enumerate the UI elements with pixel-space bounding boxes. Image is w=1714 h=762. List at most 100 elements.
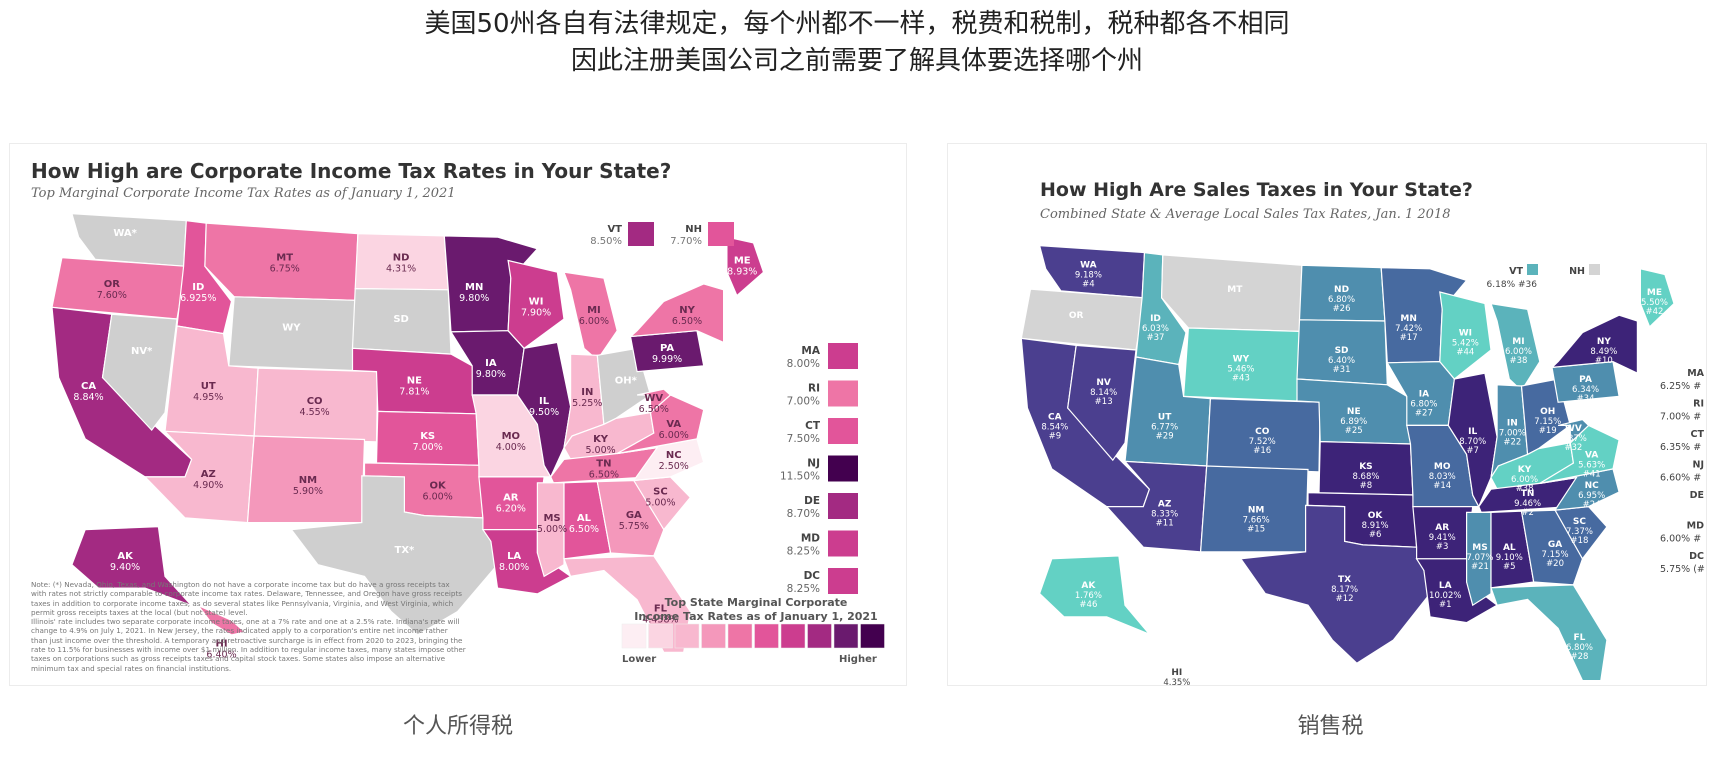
state-abbr-nv: NV*: [131, 346, 153, 357]
state-abbr-ne: NE: [407, 375, 422, 386]
sales-tax-map-panel: How High Are Sales Taxes in Your State? …: [947, 143, 1707, 686]
state-abbr-mn: MN: [465, 282, 483, 293]
state-rank-ak: #46: [1079, 600, 1097, 610]
state-rank-nc: #24: [1583, 500, 1601, 510]
state-rate-ca: 8.84%: [73, 392, 103, 403]
corporate-tax-map: WA*OR7.60%CA8.84%NV*ID6.925%MT6.75%WYUT4…: [51, 213, 885, 661]
note-line: minimum tax and special rates on financi…: [31, 663, 232, 673]
state-rate-mo: 4.00%: [496, 442, 526, 453]
state-rate-ne: 6.89%: [1340, 417, 1367, 427]
note-line: Illinois' rate includes two separate cor…: [31, 617, 460, 627]
state-abbr-ms: MS: [1472, 543, 1487, 553]
headline-line-2: 因此注册美国公司之前需要了解具体要选择哪个州: [570, 46, 1143, 76]
corporate-legend-high: Higher: [839, 654, 877, 665]
legend-swatch-1: [648, 623, 673, 649]
state-rate-ok: 8.91%: [1362, 521, 1389, 531]
state-rate-wa: 9.18%: [1075, 271, 1102, 281]
state-ny: [1550, 314, 1639, 375]
state-rate-ne: 7.81%: [399, 386, 429, 397]
state-abbr-nm: NM: [299, 475, 317, 486]
state-rate-sc: 7.37%: [1566, 527, 1593, 537]
state-abbr-hi: HI: [215, 639, 227, 650]
state-me: [726, 236, 765, 297]
state-abbr-mi: MI: [587, 305, 601, 316]
state-rank-wv: #32: [1564, 443, 1582, 453]
corporate-legend-title: Top State Marginal Corporate Income Tax …: [622, 596, 890, 624]
state-wv: [636, 388, 672, 414]
state-rate-fl: 4.458%: [642, 615, 678, 626]
state-rank-ca: #9: [1049, 432, 1062, 442]
state-abbr-wv: WV: [1565, 424, 1582, 434]
state-abbr-wi: WI: [1459, 329, 1472, 339]
state-abbr-tn: TN: [1521, 489, 1535, 499]
state-abbr-mi: MI: [1512, 337, 1524, 347]
state-abbr-nc: NC: [1585, 481, 1600, 491]
side-abbr-nj: NJ: [807, 458, 820, 470]
side-abbr-ri: RI: [808, 383, 820, 395]
state-rate-wv: 6.50%: [639, 404, 669, 415]
legend-swatch-5: [754, 623, 779, 649]
state-abbr-sd: SD: [1335, 346, 1349, 356]
state-rate-ky: 6.00%: [1511, 475, 1538, 485]
legend-swatch-4: [727, 623, 753, 649]
state-rank-ks: #8: [1360, 481, 1373, 491]
legend-swatch-9: [860, 623, 885, 649]
state-rank-in: #22: [1503, 437, 1521, 447]
state-rate-wy: 5.46%: [1227, 365, 1254, 375]
state-abbr-az: AZ: [201, 469, 216, 480]
state-rank-nm: #15: [1247, 524, 1265, 534]
sales-inset-swatch-vt: [1527, 264, 1538, 275]
state-abbr-ny: NY: [679, 305, 695, 316]
state-rank-mn: #17: [1400, 333, 1418, 343]
state-rank-ny: #10: [1595, 356, 1613, 366]
state-abbr-mt: MT: [276, 253, 293, 264]
state-abbr-ak: AK: [1081, 581, 1096, 591]
state-abbr-ia: IA: [1419, 389, 1429, 399]
state-abbr-ks: KS: [1359, 462, 1372, 472]
state-rank-il: #7: [1466, 446, 1479, 456]
state-abbr-wy: WY: [1233, 355, 1250, 365]
state-abbr-wy: WY: [282, 323, 301, 334]
side-swatch-de: [828, 493, 858, 519]
legend-swatch-8: [833, 623, 859, 649]
state-rank-ia: #27: [1415, 408, 1433, 418]
state-rate-ms: 7.07%: [1467, 553, 1494, 563]
state-rate-ga: 7.15%: [1542, 550, 1569, 560]
state-abbr-ga: GA: [626, 510, 642, 521]
note-line: rate to 11.5% for businesses with income…: [31, 645, 466, 655]
note-line: Note: (*) Nevada, Ohio, Texas, and Washi…: [31, 580, 450, 589]
state-tx: [1239, 504, 1431, 664]
note-line: change to 4.9% on July 1, 2021. In New J…: [31, 626, 448, 636]
state-rate-ar: 9.41%: [1429, 533, 1456, 543]
state-rate-pa: 6.34%: [1572, 385, 1599, 395]
state-abbr-wi: WI: [529, 296, 544, 307]
state-ak: [1038, 555, 1150, 635]
state-abbr-nd: ND: [393, 253, 410, 264]
state-rank-id: #37: [1147, 333, 1165, 343]
corporate-map-subtitle: Top Marginal Corporate Income Tax Rates …: [31, 186, 456, 201]
state-abbr-ut: UT: [1158, 413, 1172, 423]
state-rate-sc: 5.00%: [645, 498, 675, 509]
state-abbr-al: AL: [1503, 543, 1516, 553]
state-rate-ms: 5.00%: [537, 524, 567, 535]
state-abbr-fl: FL: [1574, 633, 1586, 643]
state-rank-pa: #34: [1577, 394, 1595, 404]
state-abbr-al: AL: [577, 513, 592, 524]
state-rate-ks: 7.00%: [413, 442, 443, 453]
state-rank-fl: #28: [1570, 652, 1588, 662]
state-nv: [101, 313, 178, 432]
state-rate-ca: 8.54%: [1041, 423, 1068, 433]
state-rate-ky: 5.00%: [585, 445, 615, 456]
sales-side-abbr-ri: RI: [1693, 399, 1704, 410]
state-abbr-ky: KY: [1518, 465, 1532, 475]
state-rank-az: #11: [1156, 519, 1174, 529]
state-rate-wv: 6.37%: [1560, 434, 1587, 444]
sales-side-rate-dc: 5.75% (#: [1660, 564, 1705, 575]
state-rank-la: #1: [1439, 600, 1452, 610]
sales-side-abbr-ct: CT: [1691, 429, 1705, 440]
state-abbr-la: LA: [507, 551, 521, 562]
state-rank-ms: #21: [1471, 562, 1489, 572]
state-abbr-ar: AR: [1435, 523, 1449, 533]
side-swatch-md: [828, 530, 858, 557]
legend-swatch-7: [807, 623, 832, 649]
